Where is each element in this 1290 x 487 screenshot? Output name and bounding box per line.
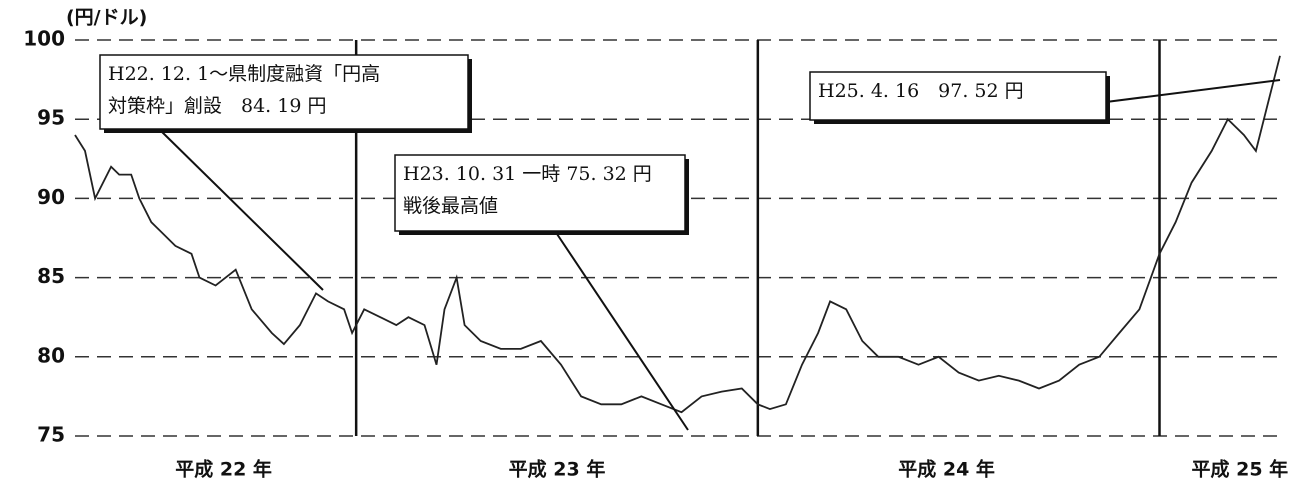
leader-line [1105, 79, 1281, 103]
y-tick-label: 85 [37, 264, 65, 288]
x-tick-label: 平成 22 年 [175, 458, 272, 481]
leader-line [159, 129, 324, 291]
y-tick-label: 75 [37, 423, 65, 447]
x-tick-label: 平成 25 年 [1191, 458, 1288, 481]
rate-line [74, 55, 1281, 414]
annotation-text: 戦後最高値 [403, 195, 498, 217]
y-tick-label: 95 [37, 106, 65, 130]
y-tick-label: 100 [23, 27, 65, 51]
leader-line [554, 230, 689, 431]
x-tick-label: 平成 24 年 [898, 458, 995, 481]
annotation-text: H22. 12. 1～県制度融資「円高 [108, 63, 380, 85]
annotation-text: H25. 4. 16 97. 52 円 [818, 80, 1024, 102]
y-axis-unit: (円/ドル) [66, 7, 147, 29]
x-tick-label: 平成 23 年 [509, 458, 606, 481]
annotation-text: H23. 10. 31 一時 75. 32 円 [403, 163, 652, 185]
annotation-box [99, 54, 469, 130]
y-tick-label: 80 [37, 343, 65, 367]
annotation-box [394, 154, 686, 232]
annotation-text: 対策枠」創設 84. 19 円 [108, 95, 326, 117]
y-tick-label: 90 [37, 185, 65, 209]
annotation-box [809, 71, 1107, 121]
